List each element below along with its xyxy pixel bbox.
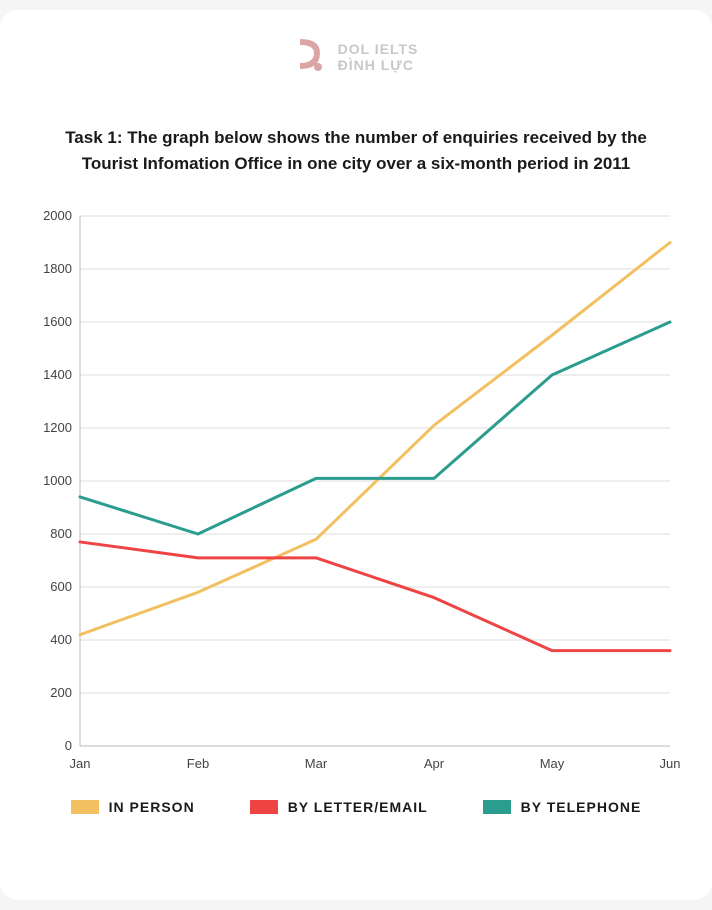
x-tick-label: Feb: [187, 756, 209, 771]
legend-item-by_letter_email: BY LETTER/EMAIL: [250, 799, 428, 815]
series-by_letter_email: [80, 542, 670, 651]
logo-line1: DOL IELTS: [338, 42, 419, 57]
x-tick-label: Jan: [70, 756, 91, 771]
line-chart: 0 200 400 600 800 1000 1200 1400 1600 1800 2000 Jan…: [30, 206, 682, 776]
y-tick-label: 600: [50, 579, 72, 594]
legend-label: BY LETTER/EMAIL: [288, 799, 428, 815]
chart-area: 0 200 400 600 800 1000 1200 1400 1600 1800 2000 Jan…: [30, 206, 682, 781]
y-tick-label: 1800: [43, 261, 72, 276]
y-tick-label: 1000: [43, 473, 72, 488]
legend-swatch: [483, 800, 511, 814]
y-tick-label: 400: [50, 632, 72, 647]
chart-title: Task 1: The graph below shows the number…: [56, 125, 656, 178]
logo: DOL IELTS ĐÌNH LỰC: [30, 35, 682, 80]
x-tick-label: Jun: [660, 756, 681, 771]
x-tick-label: Apr: [424, 756, 445, 771]
series-in_person: [80, 242, 670, 634]
legend-swatch: [71, 800, 99, 814]
legend-item-by_telephone: BY TELEPHONE: [483, 799, 642, 815]
legend-item-in_person: IN PERSON: [71, 799, 195, 815]
card: DOL IELTS ĐÌNH LỰC Task 1: The graph bel…: [0, 10, 712, 900]
y-tick-label: 2000: [43, 208, 72, 223]
legend-swatch: [250, 800, 278, 814]
y-tick-label: 0: [65, 738, 72, 753]
y-tick-label: 200: [50, 685, 72, 700]
logo-text: DOL IELTS ĐÌNH LỰC: [338, 42, 419, 73]
x-tick-label: May: [540, 756, 565, 771]
y-tick-label: 1200: [43, 420, 72, 435]
legend-label: IN PERSON: [109, 799, 195, 815]
logo-mark-icon: [294, 35, 328, 80]
legend: IN PERSON BY LETTER/EMAIL BY TELEPHONE: [30, 799, 682, 815]
x-tick-label: Mar: [305, 756, 328, 771]
logo-line2: ĐÌNH LỰC: [338, 58, 419, 73]
y-tick-label: 1600: [43, 314, 72, 329]
legend-label: BY TELEPHONE: [521, 799, 642, 815]
y-tick-label: 1400: [43, 367, 72, 382]
y-tick-label: 800: [50, 526, 72, 541]
